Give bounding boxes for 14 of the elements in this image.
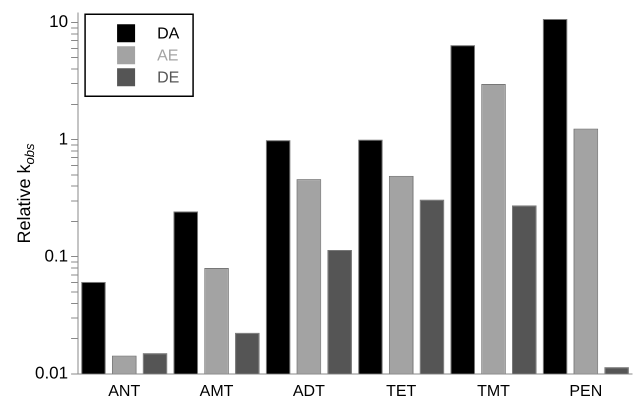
x-tick-label: PEN	[569, 382, 602, 400]
y-tick-label: 0.1	[44, 246, 68, 266]
x-tick-label: AMT	[200, 382, 234, 400]
x-tick-label: ADT	[292, 382, 326, 400]
x-tick-label: TMT	[477, 382, 510, 400]
y-tick-label: 0.01	[34, 363, 68, 382]
y-tick-label: 10	[49, 12, 68, 32]
x-tick-label: TET	[386, 382, 417, 400]
legend-label: DE	[157, 70, 180, 87]
y-axis-title: Relative kobs	[14, 143, 37, 244]
x-tick-label: ANT	[108, 382, 140, 400]
legend-label: AE	[157, 48, 178, 65]
legend-label: DA	[157, 26, 180, 43]
y-tick-label: 1	[58, 129, 68, 148]
